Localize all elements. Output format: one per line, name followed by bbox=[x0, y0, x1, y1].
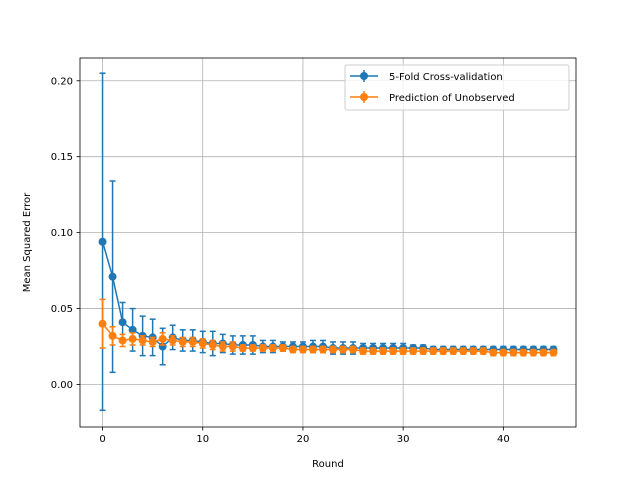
data-point bbox=[549, 348, 558, 357]
series-layer bbox=[98, 72, 558, 412]
data-point bbox=[108, 272, 117, 281]
legend-label-pred: Prediction of Unobserved bbox=[389, 93, 515, 104]
data-point bbox=[479, 347, 488, 356]
data-point bbox=[98, 237, 107, 246]
plot-frame bbox=[79, 57, 577, 428]
y-tick-label: 0.00 bbox=[51, 380, 73, 391]
data-point bbox=[318, 345, 327, 354]
data-point bbox=[419, 347, 428, 356]
data-point bbox=[349, 345, 358, 354]
data-point bbox=[469, 347, 478, 356]
data-point bbox=[359, 347, 368, 356]
data-point bbox=[148, 337, 157, 346]
x-tick-label: 20 bbox=[297, 434, 310, 445]
legend-box bbox=[344, 64, 570, 111]
legend: 5-Fold Cross-validation Prediction of Un… bbox=[344, 64, 570, 111]
data-point bbox=[308, 345, 317, 354]
data-point bbox=[329, 345, 338, 354]
data-point bbox=[449, 347, 458, 356]
data-point bbox=[539, 348, 548, 357]
data-point bbox=[268, 344, 277, 353]
data-point bbox=[238, 344, 247, 353]
data-point bbox=[499, 348, 508, 357]
data-point bbox=[399, 347, 408, 356]
y-tick-label: 0.05 bbox=[51, 304, 73, 315]
data-point bbox=[218, 342, 227, 351]
data-point bbox=[258, 344, 267, 353]
y-tick-label: 0.15 bbox=[51, 152, 73, 163]
data-point bbox=[509, 348, 518, 357]
data-point bbox=[198, 339, 207, 348]
y-tick-label: 0.20 bbox=[51, 76, 73, 87]
legend-item-cv: 5-Fold Cross-validation bbox=[350, 70, 503, 83]
data-point bbox=[128, 325, 137, 334]
data-point bbox=[118, 336, 127, 345]
data-point bbox=[339, 345, 348, 354]
data-point bbox=[228, 342, 237, 351]
data-point bbox=[158, 334, 167, 343]
data-point bbox=[168, 336, 177, 345]
data-point bbox=[409, 347, 418, 356]
data-point bbox=[248, 344, 257, 353]
data-point bbox=[128, 334, 137, 343]
data-point bbox=[429, 347, 438, 356]
y-axis-label: Mean Squared Error bbox=[22, 192, 33, 292]
data-point bbox=[439, 347, 448, 356]
legend-marker-pred bbox=[360, 93, 368, 101]
x-tick-label: 40 bbox=[497, 434, 510, 445]
series-line bbox=[101, 241, 554, 351]
series-line bbox=[101, 323, 554, 354]
data-point bbox=[288, 345, 297, 354]
data-point bbox=[379, 347, 388, 356]
data-point bbox=[369, 347, 378, 356]
data-point bbox=[188, 337, 197, 346]
data-point bbox=[489, 348, 498, 357]
data-point bbox=[118, 318, 127, 327]
data-point bbox=[389, 347, 398, 356]
data-point bbox=[98, 319, 107, 328]
data-point bbox=[278, 344, 287, 353]
data-point bbox=[459, 347, 468, 356]
series-1 bbox=[98, 298, 558, 357]
data-point bbox=[108, 331, 117, 340]
tick-layer: 0 10 20 30 40 0.00 0.05 0.10 0.15 0.20 bbox=[51, 76, 510, 445]
y-tick-label: 0.10 bbox=[51, 228, 73, 239]
x-axis-label: Round bbox=[312, 459, 344, 470]
data-point bbox=[529, 348, 538, 357]
legend-marker-cv bbox=[360, 72, 368, 80]
data-point bbox=[298, 345, 307, 354]
legend-label-cv: 5-Fold Cross-validation bbox=[389, 72, 503, 83]
x-tick-label: 10 bbox=[196, 434, 209, 445]
x-tick-label: 0 bbox=[99, 434, 105, 445]
x-tick-label: 30 bbox=[397, 434, 410, 445]
data-point bbox=[138, 336, 147, 345]
data-point bbox=[519, 348, 528, 357]
legend-item-pred: Prediction of Unobserved bbox=[350, 91, 515, 104]
data-point bbox=[178, 337, 187, 346]
data-point bbox=[208, 341, 217, 349]
